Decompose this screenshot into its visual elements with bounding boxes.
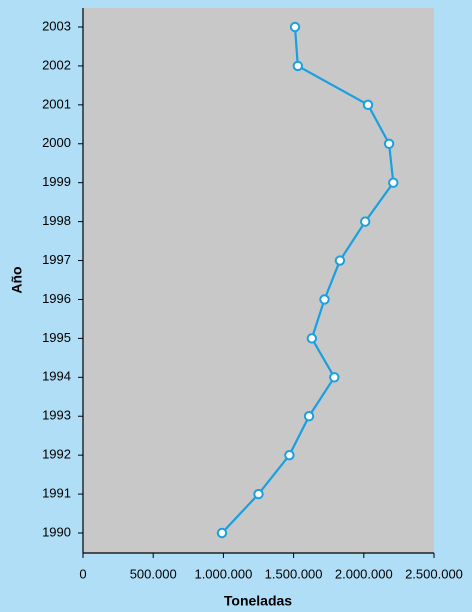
y-tick-label: 2001 — [42, 96, 71, 111]
marker — [319, 294, 330, 305]
y-tick-label: 1991 — [42, 486, 71, 501]
y-tick-label: 1993 — [42, 408, 71, 423]
y-tick-label: 2000 — [42, 135, 71, 150]
line — [221, 26, 395, 534]
marker — [284, 449, 295, 461]
marker — [253, 488, 264, 500]
y-tick-label: 1990 — [42, 524, 71, 539]
y-axis-title: Año — [9, 266, 25, 293]
marker — [216, 527, 228, 539]
y-tick-label: 1998 — [42, 213, 71, 228]
x-tick-label: 1.000.000 — [194, 566, 252, 581]
x-tick-label: 1.500.000 — [265, 566, 323, 581]
marker — [303, 411, 315, 422]
y-tick-label: 1992 — [42, 447, 71, 462]
x-tick-label: 2.500.000 — [405, 566, 463, 581]
y-tick-label: 1997 — [42, 252, 71, 267]
marker — [289, 21, 301, 33]
marker — [388, 177, 399, 188]
y-tick-label: 2003 — [42, 18, 71, 33]
x-tick-label: 0 — [79, 566, 86, 581]
y-tick-label: 1994 — [42, 369, 71, 384]
marker — [329, 372, 340, 383]
marker — [383, 138, 395, 149]
y-tick-label: 1995 — [42, 330, 71, 345]
y-tick-label: 2002 — [42, 57, 71, 72]
marker — [362, 99, 374, 111]
marker — [360, 216, 371, 227]
y-tick-label: 1999 — [42, 174, 71, 189]
marker — [306, 333, 318, 344]
plot-area — [83, 8, 434, 553]
y-tick-label: 1996 — [42, 291, 71, 306]
x-tick-label: 2.000.000 — [335, 566, 393, 581]
marker — [292, 60, 304, 72]
x-axis-title: Toneladas — [224, 593, 292, 609]
marker — [334, 255, 346, 266]
x-tick-label: 500.000 — [130, 566, 177, 581]
